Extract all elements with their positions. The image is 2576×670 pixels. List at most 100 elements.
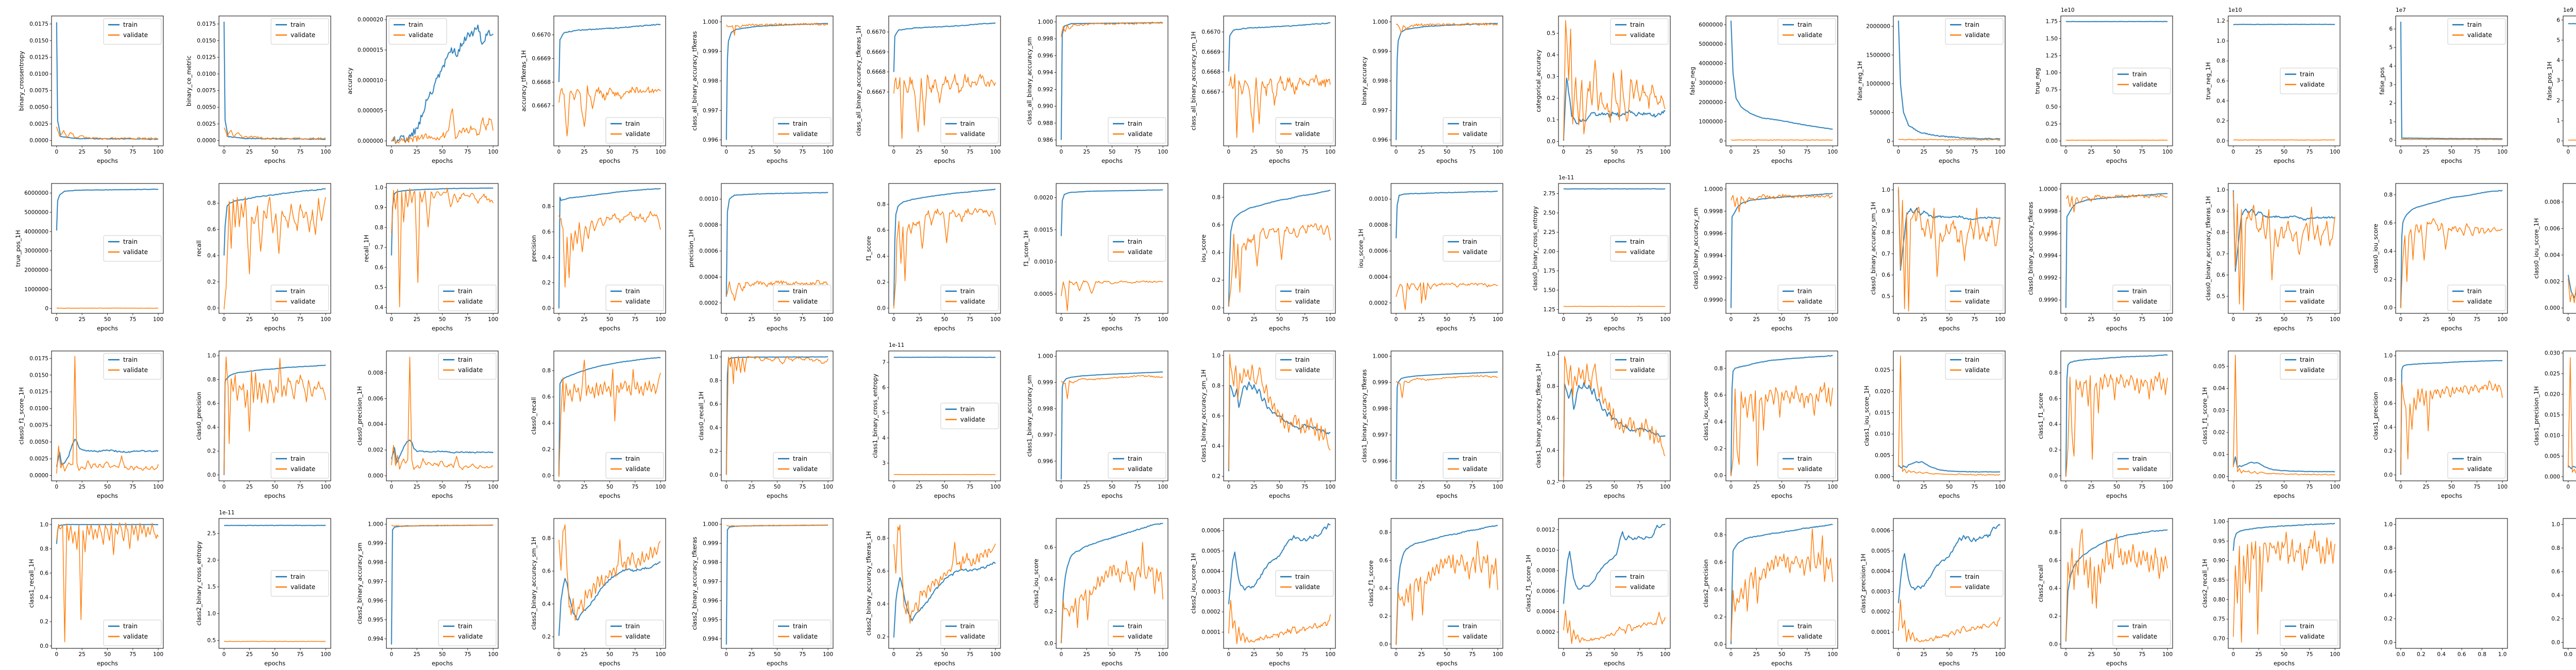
legend-train-label: train bbox=[291, 21, 305, 28]
y-tick-label: 0.4 bbox=[1212, 443, 1221, 449]
x-tick-label: 100 bbox=[1827, 149, 1838, 155]
y-tick-label: 2.00 bbox=[1544, 249, 1555, 255]
train-line bbox=[1898, 524, 2001, 604]
x-tick-label: 25 bbox=[2422, 484, 2429, 490]
y-tick-label: 0.8 bbox=[40, 546, 48, 552]
y-tick-label: 0.9 bbox=[375, 205, 383, 211]
train-line bbox=[1396, 191, 1498, 239]
y-tick-label: 0.0006 bbox=[699, 248, 718, 255]
validate-line bbox=[558, 85, 661, 137]
x-tick-label: 25 bbox=[1250, 484, 1257, 490]
x-axis-label: epochs bbox=[264, 325, 285, 332]
y-axis-label: class0_binary_accuracy_sm_1H bbox=[1870, 202, 1877, 295]
x-axis-label: epochs bbox=[934, 660, 955, 667]
x-axis-label: epochs bbox=[2274, 660, 2295, 667]
y-tick-label: 0.2 bbox=[2384, 448, 2393, 455]
y-tick-label: 1.000 bbox=[703, 522, 718, 528]
y-tick-label: 0.0125 bbox=[197, 55, 216, 61]
y-tick-label: 3 bbox=[2389, 82, 2393, 88]
x-tick-label: 25 bbox=[1585, 484, 1592, 490]
subplot-class2_recall_1H: 0.70 0.75 0.80 0.85 0.90 0.95 1.00 0 25 50 75 100 ep… bbox=[2177, 502, 2344, 670]
axes-box bbox=[51, 350, 164, 481]
validate-line bbox=[2233, 530, 2335, 643]
x-tick-label: 50 bbox=[1444, 316, 1450, 323]
x-tick-label: 100 bbox=[2497, 149, 2507, 155]
y-tick-label: 0.997 bbox=[1038, 432, 1053, 438]
legend-train-label: train bbox=[123, 21, 138, 28]
y-tick-label: 0.6670 bbox=[867, 29, 886, 36]
axes-box bbox=[2563, 183, 2576, 314]
x-axis-label: epochs bbox=[599, 157, 620, 164]
y-tick-label: 0.4 bbox=[2384, 592, 2393, 598]
y-tick-label: 0.6 bbox=[40, 570, 48, 576]
subplot-class1_binary_accuracy_sm: 0.996 0.997 0.998 0.999 1.000 0 25 50 75 100 epoch… bbox=[1005, 335, 1172, 502]
x-tick-label: 0 bbox=[223, 149, 226, 155]
y-tick-label: 0.6 bbox=[2049, 396, 2058, 402]
y-tick-label: 0.0 bbox=[2384, 472, 2393, 478]
subplot-class2_f1_score: 0.0 0.2 0.4 0.6 0.8 0 25 50 75 100 epochs class2_f1… bbox=[1340, 502, 1507, 670]
y-tick-label: 1.50 bbox=[2046, 36, 2058, 42]
subplot-precision: 0.0 0.2 0.4 0.6 0.8 0 25 50 75 100 epochs precision… bbox=[502, 167, 670, 335]
y-tick-label: 0.9996 bbox=[1704, 230, 1723, 237]
axes-box bbox=[2395, 183, 2508, 314]
x-axis-label: epochs bbox=[1436, 660, 1458, 667]
y-axis-label: class0_precision_1H bbox=[356, 386, 363, 445]
y-tick-label: 0.005 bbox=[1875, 453, 1890, 459]
validate-line bbox=[1396, 541, 1498, 645]
y-tick-label: 0.8 bbox=[1714, 365, 1723, 372]
subplot-svg-class0_iou_score_1H: 0.0000.0020.0040.0060.0080255075100epoch… bbox=[2533, 183, 2576, 323]
legend: train validate bbox=[1275, 117, 1334, 144]
y-tick-label: 1.0 bbox=[2384, 522, 2393, 528]
y-tick-label: 1.0 bbox=[1882, 187, 1890, 193]
x-tick-label: 0 bbox=[892, 651, 896, 658]
subplot-svg-class1_binary_accuracy_sm_1H: 0.2 0.4 0.6 0.8 1.0 0 25 50 75 100 epochs class1_bi… bbox=[1200, 350, 1336, 499]
legend-validate-label: validate bbox=[2132, 633, 2157, 640]
x-tick-label: 100 bbox=[2162, 149, 2173, 155]
subplot-class0_iou_score_1H: 0.0000.0020.0040.0060.0080255075100epoch… bbox=[2512, 167, 2576, 335]
legend-train-label: train bbox=[1295, 356, 1310, 363]
y-tick-label: 0.999 bbox=[703, 541, 718, 547]
legend-validate-label: validate bbox=[1128, 248, 1153, 256]
validate-line bbox=[726, 280, 828, 301]
legend-train-label: train bbox=[1128, 455, 1142, 462]
y-axis-label: class1_iou_score bbox=[1702, 391, 1709, 441]
subplot-svg-precision_1H: 0.0002 0.0004 0.0006 0.0008 0.0010 0 25 50 75 100… bbox=[688, 183, 834, 332]
legend: train validate bbox=[940, 403, 999, 429]
legend: train validate bbox=[438, 353, 497, 380]
subplot-binary_crossentropy: 0.0000 0.0025 0.0050 0.0075 0.0100 0.0125 0.01… bbox=[0, 0, 167, 167]
subplot-class0_recall: 0.0 0.2 0.4 0.6 0.8 0 25 50 75 100 epochs class0_re… bbox=[502, 335, 670, 502]
axes-box bbox=[1223, 350, 1336, 481]
x-tick-label: 0 bbox=[2399, 484, 2403, 490]
y-tick-label: 0.9 bbox=[1882, 208, 1890, 214]
train-line-halo bbox=[1897, 189, 2001, 271]
x-tick-label: 100 bbox=[1493, 316, 1503, 323]
y-tick-label: 0.002 bbox=[368, 447, 383, 454]
x-tick-label: 75 bbox=[2139, 149, 2145, 155]
y-tick-label: 0.00 bbox=[2046, 138, 2058, 144]
subplot-class_all_binary_accuracy_sm: 0.986 0.988 0.990 0.992 0.994 0.996 0.998 1.000… bbox=[1005, 0, 1172, 167]
x-tick-label: 25 bbox=[78, 149, 85, 155]
y-tick-label: 0.8 bbox=[542, 204, 551, 210]
x-tick-label: 100 bbox=[2162, 651, 2173, 658]
legend-validate-label: validate bbox=[625, 298, 650, 305]
subplot-svg-false_pos_1H: 012345602550751001e9epochsfalse_pos_1Htr… bbox=[2546, 7, 2576, 155]
x-tick-label: 0.4 bbox=[2437, 651, 2446, 658]
validate-line bbox=[1396, 375, 1498, 398]
y-tick-label: 0.995 bbox=[368, 617, 383, 623]
y-axis-label: class_all_binary_accuracy_sm bbox=[1026, 37, 1033, 125]
y-tick-label: 4 bbox=[882, 435, 886, 441]
x-tick-label: 25 bbox=[916, 149, 922, 155]
validate-line bbox=[1731, 382, 1833, 477]
x-tick-label: 25 bbox=[78, 316, 85, 323]
legend-train-label: train bbox=[1630, 573, 1645, 580]
y-tick-label: 0.6 bbox=[1882, 272, 1890, 278]
y-tick-label: 2.25 bbox=[1544, 229, 1555, 236]
x-tick-label: 100 bbox=[1995, 149, 2005, 155]
x-tick-label: 50 bbox=[1946, 149, 1953, 155]
subplot-svg-true_neg: 0.00 0.25 0.50 0.75 1.00 1.25 1.50 1.75 0 25 50 75 1… bbox=[2033, 7, 2173, 164]
y-axis-label: class_all_binary_accuracy_tfkeras_1H bbox=[855, 26, 862, 137]
y-tick-label: 0.9 bbox=[2216, 208, 2225, 214]
x-tick-label: 50 bbox=[104, 149, 111, 155]
validate-line bbox=[1228, 223, 1331, 307]
subplot-svg-class1_f1_score: 0.0 0.2 0.4 0.6 0.8 0 25 50 75 100 epochs class1_f1… bbox=[2037, 350, 2173, 499]
